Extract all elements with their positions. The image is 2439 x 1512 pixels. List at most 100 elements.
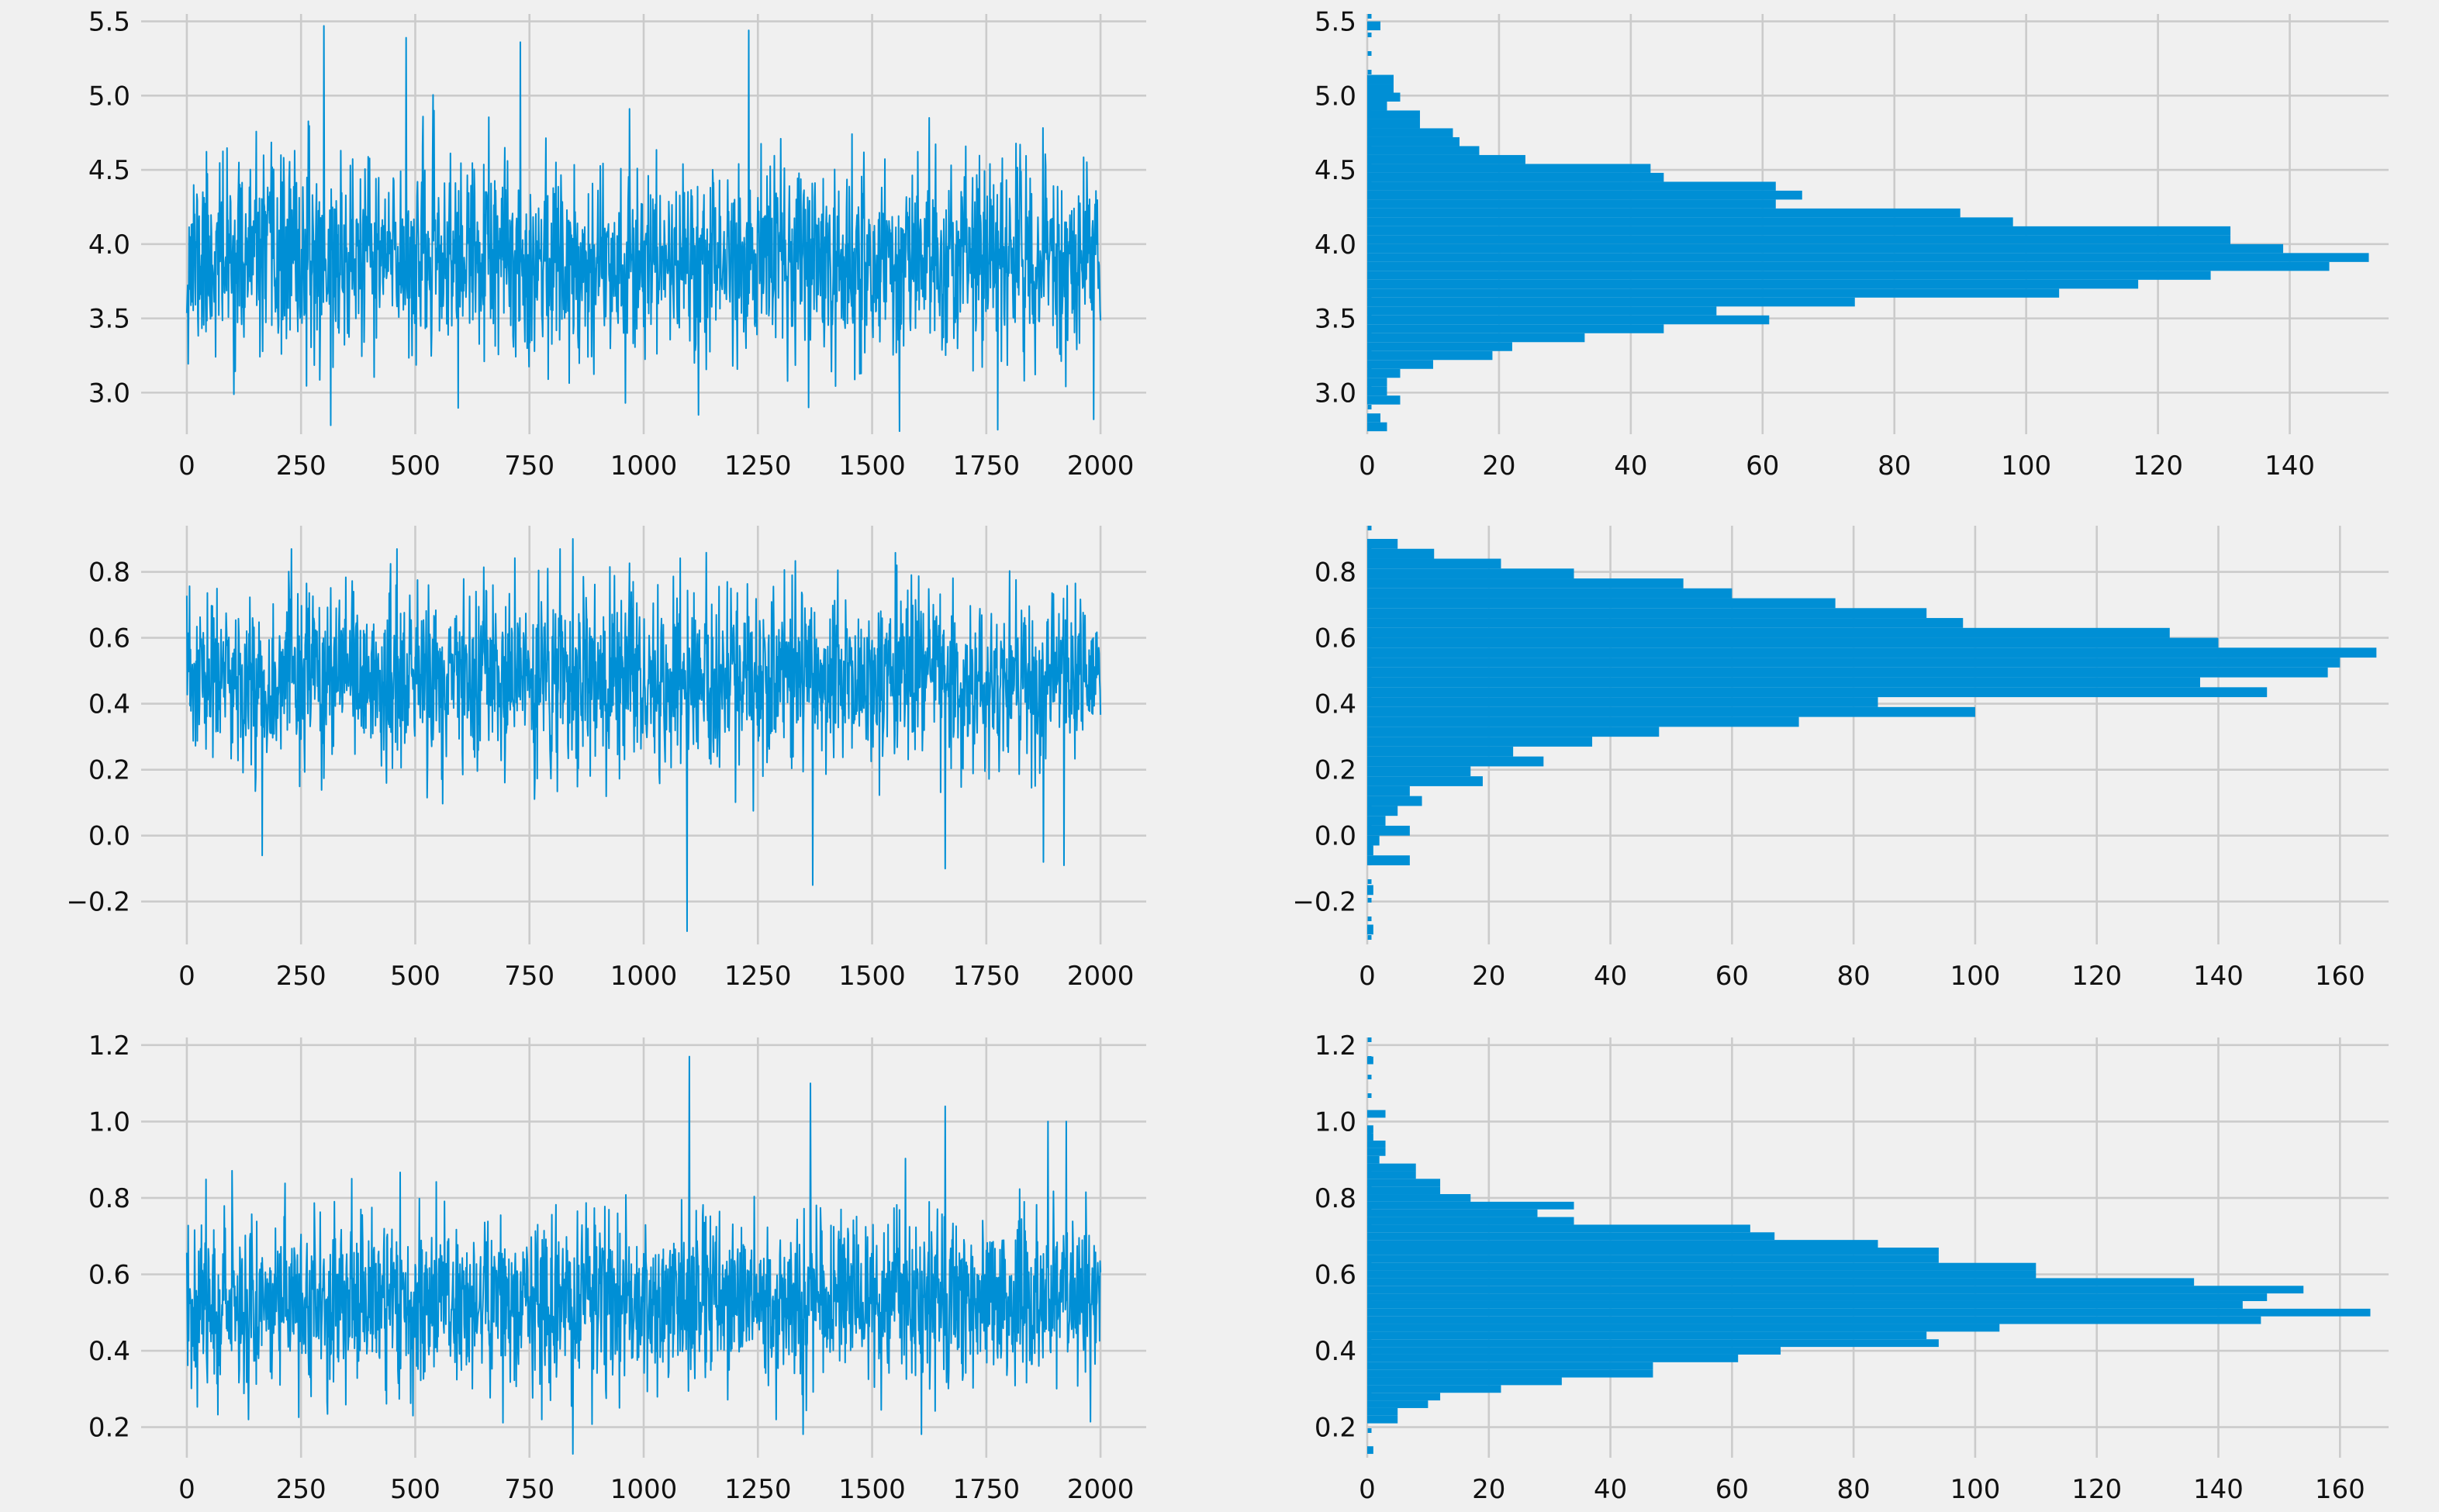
histogram-bar — [1367, 172, 1664, 182]
histogram-bar — [1367, 627, 2170, 638]
histogram-bar — [1367, 386, 1387, 396]
histogram-bar — [1367, 647, 2377, 658]
y-tick-label: 3.0 — [1315, 378, 1356, 409]
histogram-bar — [1367, 1125, 1373, 1134]
histogram-bar — [1367, 598, 1836, 609]
histogram-bar — [1367, 306, 1717, 316]
histogram-bar — [1367, 395, 1401, 405]
histogram-bar — [1367, 785, 1410, 796]
histogram-bar — [1367, 727, 1660, 737]
histogram-bar — [1367, 1224, 1750, 1233]
histogram-bar — [1367, 618, 1964, 628]
histogram-bar — [1367, 378, 1387, 387]
histogram-bar — [1367, 588, 1733, 599]
x-tick-label: 140 — [2193, 961, 2244, 992]
histogram-bar — [1367, 297, 1855, 307]
histogram-bar — [1367, 637, 2219, 648]
x-tick-label: 1500 — [838, 961, 906, 992]
y-tick-label: 0.0 — [1315, 821, 1356, 852]
histogram-bar — [1367, 1141, 1386, 1148]
histogram-bar — [1367, 74, 1394, 85]
y-tick-label: 0.8 — [1315, 558, 1356, 589]
histogram-bars — [1367, 526, 2377, 944]
x-tick-label: 100 — [1950, 1474, 2000, 1505]
histogram-bar — [1367, 1217, 1574, 1225]
y-tick-label: 0.4 — [1315, 689, 1356, 720]
x-tick-label: 250 — [276, 1474, 326, 1505]
histogram-bar — [1367, 360, 1433, 369]
histogram-bar — [1367, 253, 2369, 262]
y-tick-label: 0.2 — [88, 1413, 130, 1444]
x-tick-label: 80 — [1878, 450, 1911, 482]
histogram-bar — [1367, 190, 1802, 200]
y-tick-label: 4.5 — [1315, 155, 1356, 186]
histogram-bar — [1367, 136, 1460, 147]
histogram-bar — [1367, 706, 1975, 717]
x-tick-label: 80 — [1837, 1474, 1871, 1505]
histogram-bar — [1367, 845, 1373, 856]
x-tick-label: 120 — [2071, 961, 2122, 992]
histogram-bar — [1367, 1179, 1441, 1187]
histogram-bar — [1367, 855, 1410, 865]
line-subplot-3: 0 250 500 750 1000 1250 1500 1750 2000 0.2 0.4 0.6 0… — [88, 1030, 1146, 1505]
x-tick-label: 2000 — [1067, 450, 1135, 482]
histogram-bar — [1367, 1369, 1653, 1378]
y-tick-label: −0.2 — [1292, 887, 1356, 918]
tick-labels: 0 250 500 750 1000 1250 1500 1750 2000 −0.2 0.0 0.2… — [66, 558, 1134, 992]
histogram-bar — [1367, 1186, 1441, 1195]
histogram-bar — [1367, 1286, 2304, 1294]
histogram-bar — [1367, 1240, 1878, 1248]
histogram-bar — [1367, 1270, 2037, 1279]
grid-lines — [141, 1037, 1146, 1458]
y-tick-label: 5.5 — [88, 7, 130, 38]
histogram-bar — [1367, 164, 1651, 173]
x-tick-label: 140 — [2265, 450, 2315, 482]
y-tick-label: 0.0 — [88, 821, 130, 852]
histogram-bar — [1367, 226, 2231, 236]
x-tick-label: 60 — [1715, 961, 1749, 992]
series-line — [185, 538, 1102, 932]
histogram-bar — [1367, 1194, 1471, 1202]
histogram-bar — [1367, 217, 2013, 226]
histogram-bar — [1367, 288, 2060, 298]
histogram-subplot-1: 0 20 40 60 80 100 120 140 3.0 3.5 4.0 4.5 5.0 5.5 — [1315, 7, 2389, 482]
histogram-bar — [1367, 825, 1410, 836]
histogram-bar — [1367, 208, 1961, 218]
y-tick-label: 1.0 — [88, 1106, 130, 1137]
histogram-bar — [1367, 146, 1480, 155]
histogram-bar — [1367, 235, 2231, 244]
histogram-bar — [1367, 279, 2139, 289]
tick-labels: 0 20 40 60 80 100 120 140 160 −0.2 0.0 0.2 0.4 0.6 0.8 — [1292, 558, 2365, 992]
histogram-subplot-2: 0 20 40 60 80 100 120 140 160 −0.2 0.0 0.2 0.4 0.6 0.8 — [1292, 526, 2389, 992]
histogram-bar — [1367, 924, 1373, 935]
x-tick-label: 60 — [1715, 1474, 1749, 1505]
y-tick-label: 3.0 — [88, 378, 130, 409]
histogram-bar — [1367, 1385, 1501, 1393]
histogram-bar — [1367, 350, 1493, 361]
x-tick-label: 250 — [276, 961, 326, 992]
histogram-bar — [1367, 422, 1387, 432]
line-subplot-2: 0 250 500 750 1000 1250 1500 1750 2000 −0.2 0.0 0.2… — [66, 526, 1146, 992]
series-line — [185, 25, 1102, 433]
x-tick-label: 120 — [2133, 450, 2183, 482]
histogram-bar — [1367, 1248, 1939, 1255]
histogram-bar — [1367, 677, 2200, 688]
x-tick-label: 0 — [178, 450, 195, 482]
histogram-bar — [1367, 315, 1770, 325]
y-tick-label: 0.6 — [88, 1259, 130, 1290]
histogram-bar — [1367, 885, 1373, 896]
histogram-bar — [1367, 1400, 1429, 1408]
y-tick-label: 0.2 — [1315, 755, 1356, 786]
histogram-bar — [1367, 368, 1401, 378]
histogram-bar — [1367, 1232, 1775, 1241]
tick-labels: 0 20 40 60 80 100 120 140 160 0.2 0.4 0.6 0.8 1.0 1.2 — [1315, 1030, 2365, 1505]
y-tick-label: 0.8 — [88, 558, 130, 589]
x-tick-label: 1750 — [953, 961, 1021, 992]
histogram-bar — [1367, 548, 1435, 559]
histogram-bar — [1367, 1171, 1416, 1179]
histogram-bar — [1367, 1316, 2261, 1324]
histogram-bar — [1367, 84, 1394, 93]
histogram-bar — [1367, 578, 1684, 589]
x-tick-label: 120 — [2071, 1474, 2122, 1505]
histogram-bar — [1367, 154, 1525, 164]
